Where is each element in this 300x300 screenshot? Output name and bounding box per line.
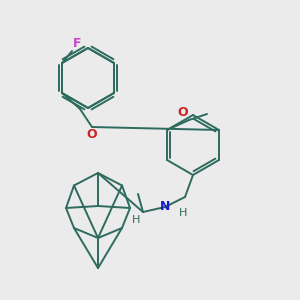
Text: N: N [160,200,170,214]
Text: H: H [132,215,140,225]
Text: F: F [73,37,82,50]
Text: O: O [177,106,188,119]
Text: H: H [179,208,188,218]
Text: O: O [87,128,97,141]
